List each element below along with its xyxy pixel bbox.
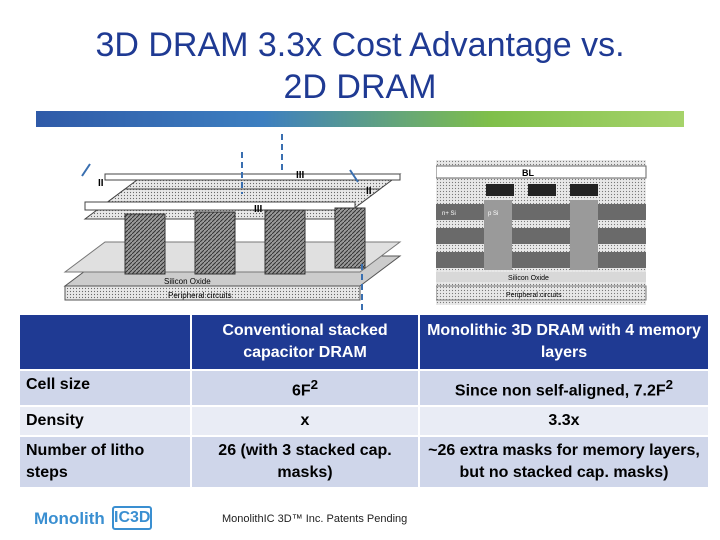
label-right-peripheral: Peripheral circuits xyxy=(506,292,562,299)
litho-conventional: 26 (with 3 stacked cap. masks) xyxy=(192,437,418,488)
cell-size-conventional: 6F2 xyxy=(192,371,418,406)
header-monolithic: Monolithic 3D DRAM with 4 memory layers xyxy=(420,315,708,369)
footer-patents-text: MonolithIC 3D™ Inc. Patents Pending xyxy=(222,513,408,525)
table-row: Cell size 6F2 Since non self-aligned, 7.… xyxy=(20,371,708,406)
header-blank-cell xyxy=(20,315,190,369)
cell-size-conventional-sup: 2 xyxy=(310,377,319,392)
density-conventional: x xyxy=(192,407,418,436)
header-conventional: Conventional stacked capacitor DRAM xyxy=(192,315,418,369)
cell-size-monolithic-sup: 2 xyxy=(665,377,674,392)
row-label-density: Density xyxy=(20,407,190,436)
label-iii-top: III xyxy=(296,170,305,181)
label-bl: BL xyxy=(522,168,534,178)
label-ii-left: II xyxy=(98,178,104,189)
strip-stack xyxy=(83,173,402,220)
bl-bar xyxy=(436,165,647,179)
row-label-cell-size: Cell size xyxy=(20,371,190,406)
cell-size-monolithic: Since non self-aligned, 7.2F2 xyxy=(420,371,708,406)
title-line-2: 2D DRAM xyxy=(283,68,437,106)
peripheral-block xyxy=(64,285,361,301)
density-monolithic: 3.3x xyxy=(420,407,708,436)
monolithic-3d-logo: Monolith IC3D xyxy=(30,503,152,533)
label-iii-mid: III xyxy=(254,204,263,215)
table-row: Number of litho steps 26 (with 3 stacked… xyxy=(20,437,708,488)
hatched-pillars xyxy=(124,207,366,275)
logo-box: IC3D xyxy=(112,506,152,530)
label-silicon-oxide: Silicon Oxide xyxy=(164,277,211,286)
title-gradient-bar xyxy=(36,111,684,127)
label-n-si: n+ Si xyxy=(442,211,456,217)
table-header-row: Conventional stacked capacitor DRAM Mono… xyxy=(20,315,708,369)
label-peripheral-circuits: Peripheral circuits xyxy=(168,291,232,300)
title-line-1: 3D DRAM 3.3x Cost Advantage vs. xyxy=(95,26,625,64)
label-ii-right: II xyxy=(366,186,372,197)
label-right-silicon-oxide: Silicon Oxide xyxy=(508,275,549,282)
cross-section-figure: BL n+ Si p Si Silicon Oxide Peripheral c… xyxy=(436,160,647,305)
comparison-table: Conventional stacked capacitor DRAM Mono… xyxy=(18,313,710,489)
cell-size-monolithic-text: Since non self-aligned, 7.2F xyxy=(454,382,666,400)
slide-title: 3D DRAM 3.3x Cost Advantage vs. 2D DRAM xyxy=(40,24,680,108)
cell-size-conventional-text: 6F xyxy=(291,382,311,400)
stacked-dram-3d-figure: II III II III Silicon Oxide Peripheral c… xyxy=(63,134,402,312)
dark-contacts xyxy=(486,184,598,196)
peripheral-band xyxy=(436,285,647,301)
oxide-band xyxy=(436,272,646,282)
table-row: Density x 3.3x xyxy=(20,407,708,436)
logo-text: Monolith xyxy=(34,509,105,528)
litho-monolithic: ~26 extra masks for memory layers, but n… xyxy=(420,437,708,488)
label-p-si: p Si xyxy=(488,211,498,217)
silicon-rows: n+ Si p Si xyxy=(436,200,646,270)
row-label-litho-steps: Number of litho steps xyxy=(20,437,190,488)
